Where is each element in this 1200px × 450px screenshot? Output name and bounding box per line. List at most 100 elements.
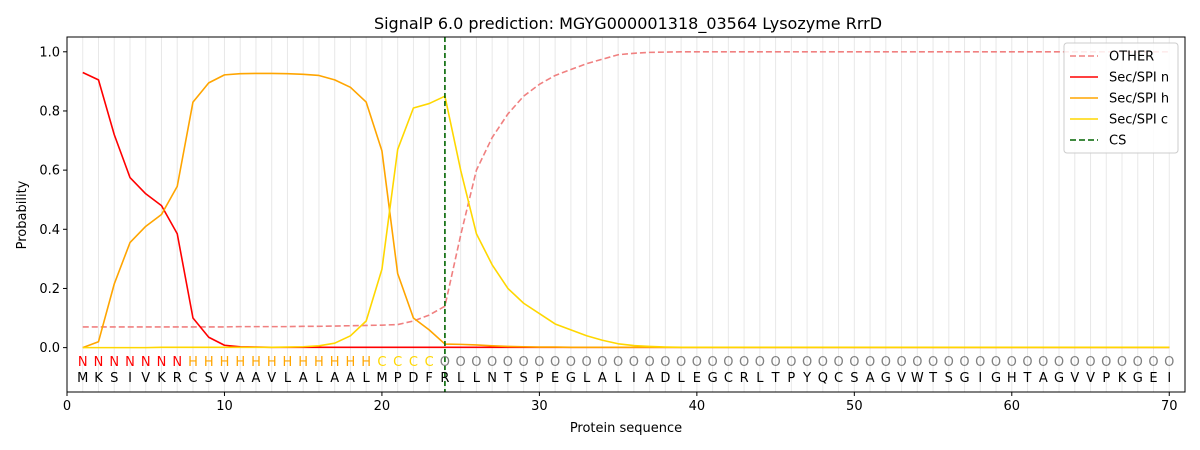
residue-letter: A <box>598 371 607 386</box>
region-label: H <box>361 355 371 370</box>
residue-letter: V <box>897 371 906 386</box>
region-label: H <box>298 355 308 370</box>
residue-letter: S <box>945 371 953 386</box>
series-line-other <box>82 50 1170 328</box>
region-label: O <box>1117 355 1127 370</box>
x-tick-label: 40 <box>689 399 706 414</box>
residue-letter: G <box>991 371 1001 386</box>
region-label: O <box>975 355 985 370</box>
residue-letter: T <box>928 371 937 386</box>
region-label: O <box>440 355 450 370</box>
region-label: H <box>346 355 356 370</box>
region-label: O <box>739 355 749 370</box>
y-tick-label: 0.6 <box>39 164 60 179</box>
region-label: O <box>1070 355 1080 370</box>
plot-frame <box>66 36 1186 393</box>
region-label: H <box>220 355 230 370</box>
region-label: O <box>1133 355 1143 370</box>
residue-letter: G <box>881 371 891 386</box>
residue-letter: L <box>615 371 623 386</box>
region-label: O <box>566 355 576 370</box>
region-label: O <box>519 355 529 370</box>
residue-letter: I <box>1167 371 1171 386</box>
residue-letter: E <box>1149 371 1157 386</box>
y-axis-label: Probability <box>15 180 30 249</box>
residue-letter: V <box>267 371 276 386</box>
region-label: O <box>1164 355 1174 370</box>
residue-letter: H <box>1007 371 1017 386</box>
residue-letter: R <box>173 371 182 386</box>
region-label: O <box>912 355 922 370</box>
series-line-sec-spi-n <box>82 71 1170 349</box>
x-tick-label: 70 <box>1161 399 1178 414</box>
region-label: O <box>1101 355 1111 370</box>
region-label: O <box>802 355 812 370</box>
region-label: C <box>409 355 418 370</box>
residue-letter: A <box>1039 371 1048 386</box>
x-tick-label: 0 <box>63 399 71 414</box>
region-label: H <box>314 355 324 370</box>
region-label: O <box>755 355 765 370</box>
region-label: H <box>283 355 293 370</box>
region-label: O <box>456 355 466 370</box>
legend-label: Sec/SPI c <box>1109 113 1168 128</box>
y-tick-label: 0.8 <box>39 104 60 119</box>
region-label: C <box>425 355 434 370</box>
series-line-sec-spi-c <box>82 95 1170 349</box>
residue-letter: L <box>315 371 323 386</box>
region-label: O <box>1038 355 1048 370</box>
y-tick-label: 0.4 <box>39 223 60 238</box>
region-label: N <box>125 355 135 370</box>
region-label: O <box>645 355 655 370</box>
legend-label: OTHER <box>1109 50 1154 65</box>
region-label: O <box>534 355 544 370</box>
legend-box <box>1063 42 1179 154</box>
region-label: N <box>78 355 88 370</box>
residue-letter: G <box>960 371 970 386</box>
residue-letter: V <box>220 371 229 386</box>
residue-letter: D <box>408 371 418 386</box>
region-label: O <box>928 355 938 370</box>
residue-letter: P <box>394 371 402 386</box>
region-label: N <box>157 355 167 370</box>
region-label: O <box>865 355 875 370</box>
region-label: H <box>330 355 340 370</box>
residue-letter: V <box>141 371 150 386</box>
region-label: O <box>503 355 513 370</box>
residue-letter: A <box>330 371 339 386</box>
region-label: H <box>267 355 277 370</box>
residue-letter: G <box>1054 371 1064 386</box>
region-label: H <box>251 355 261 370</box>
region-label: O <box>959 355 969 370</box>
region-label: H <box>235 355 245 370</box>
region-label: O <box>487 355 497 370</box>
region-label: O <box>629 355 639 370</box>
region-label: O <box>597 355 607 370</box>
residue-letter: L <box>363 371 371 386</box>
residue-letter: T <box>503 371 512 386</box>
region-label: C <box>377 355 386 370</box>
region-label: O <box>660 355 670 370</box>
region-label: O <box>849 355 859 370</box>
legend-label: CS <box>1109 134 1126 149</box>
region-label: O <box>1007 355 1017 370</box>
y-tick-label: 0.0 <box>39 341 60 356</box>
residue-letter: R <box>440 371 449 386</box>
region-label: O <box>692 355 702 370</box>
residue-letter: Y <box>802 371 811 386</box>
residue-letter: W <box>911 371 924 386</box>
region-label: N <box>94 355 104 370</box>
x-axis-label: Protein sequence <box>570 421 682 436</box>
residue-letter: S <box>520 371 528 386</box>
region-label: O <box>786 355 796 370</box>
region-label: N <box>109 355 119 370</box>
legend-label: Sec/SPI n <box>1109 71 1169 86</box>
region-label: O <box>1022 355 1032 370</box>
region-label: O <box>613 355 623 370</box>
residue-letter: I <box>978 371 982 386</box>
residue-letter: P <box>1102 371 1110 386</box>
residue-letter: G <box>1133 371 1143 386</box>
residue-letter: C <box>834 371 843 386</box>
region-label: O <box>471 355 481 370</box>
series-line-sec-spi-h <box>82 72 1170 349</box>
